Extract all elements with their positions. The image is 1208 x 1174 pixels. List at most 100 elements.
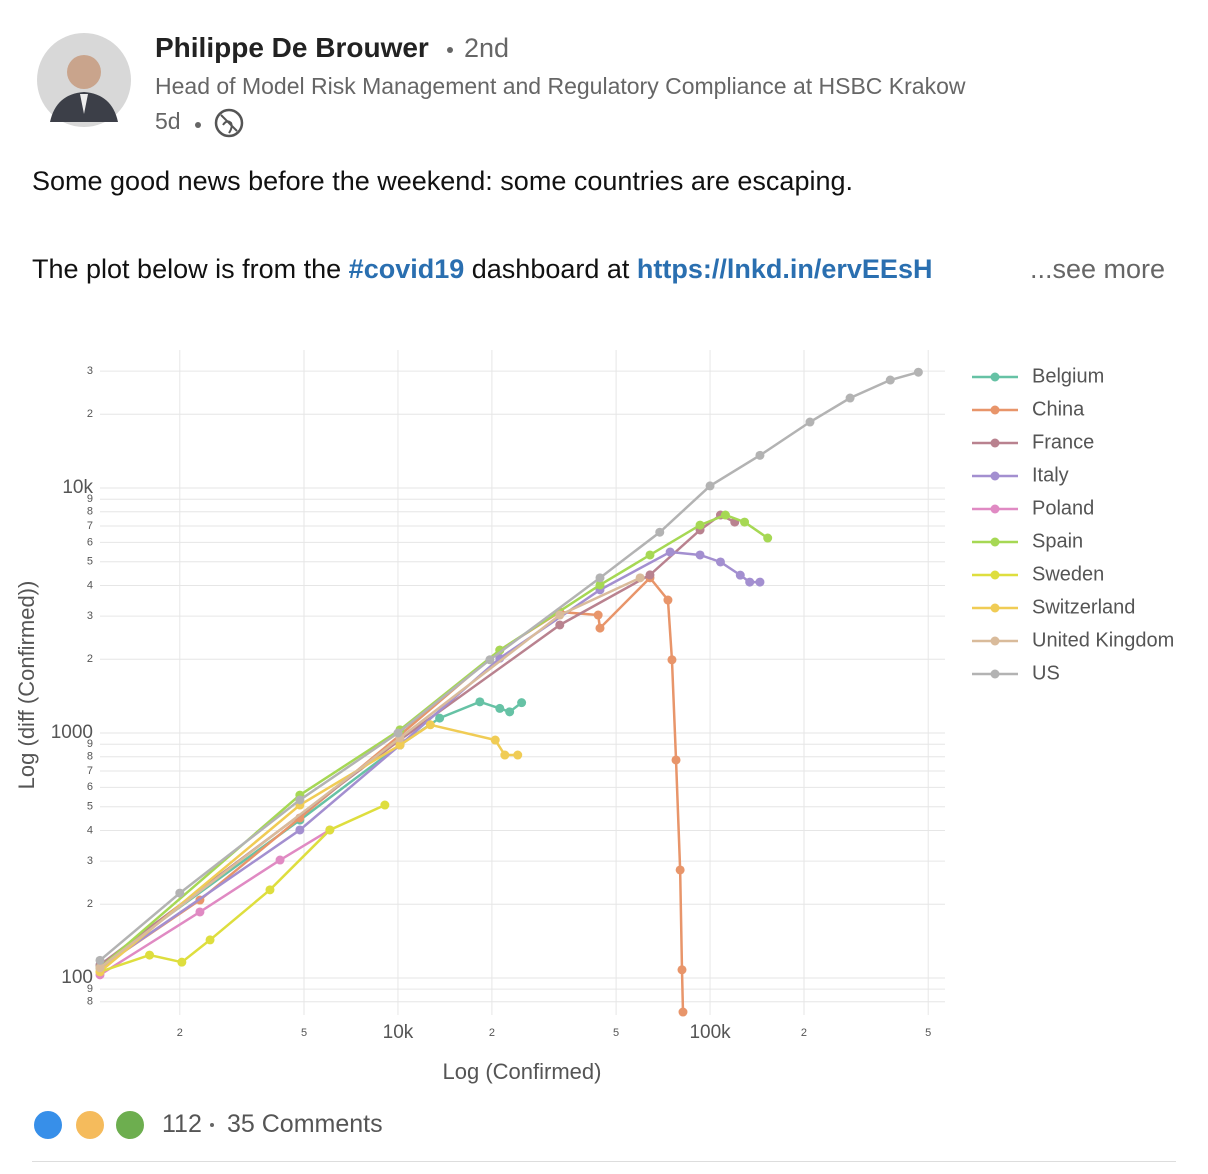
legend-marker	[990, 603, 1000, 613]
legend-label: United Kingdom	[1032, 629, 1174, 651]
y-tick-label: 9	[87, 493, 93, 505]
y-tick-label: 6	[87, 536, 93, 548]
legend-label: Switzerland	[1032, 596, 1135, 618]
legend-marker	[990, 504, 1000, 514]
separator	[210, 1123, 214, 1127]
x-tick-label: 5	[613, 1027, 619, 1039]
legend-marker	[990, 438, 1000, 448]
data-point	[885, 375, 895, 385]
separator	[195, 122, 201, 128]
data-point	[671, 755, 681, 765]
data-point	[490, 735, 500, 745]
y-tick-label: 3	[87, 855, 93, 867]
comment-count[interactable]: 35 Comments	[227, 1110, 383, 1138]
hashtag[interactable]: #covid19	[348, 254, 465, 284]
divider	[32, 1161, 1176, 1162]
data-point	[517, 698, 527, 708]
data-point	[295, 795, 305, 805]
y-tick-label: 7	[87, 765, 93, 777]
author-headline: Head of Model Risk Management and Regula…	[155, 73, 966, 99]
x-tick-label: 10k	[383, 1022, 414, 1043]
data-point	[393, 728, 403, 738]
y-tick-label: 8	[87, 996, 93, 1008]
data-point	[745, 577, 755, 587]
series-line	[99, 513, 769, 969]
text: dashboard at	[471, 254, 630, 284]
data-point	[505, 707, 515, 717]
reaction-icons[interactable]	[32, 1106, 152, 1146]
x-axis-title: Log (Confirmed)	[443, 1059, 602, 1084]
separator	[447, 47, 453, 53]
data-point	[595, 580, 605, 590]
data-point	[205, 935, 215, 945]
post-text: Some good news before the weekend: some …	[32, 166, 853, 196]
data-point	[95, 955, 105, 965]
legend-label: Italy	[1032, 464, 1069, 486]
series-line	[99, 550, 760, 969]
avatar[interactable]	[36, 32, 132, 128]
legend-marker	[990, 570, 1000, 580]
series-line	[99, 576, 641, 969]
author-name[interactable]: Philippe De Brouwer	[155, 32, 429, 63]
legend-label: Spain	[1032, 530, 1083, 552]
legend-marker	[990, 405, 1000, 415]
data-point	[145, 950, 155, 960]
x-tick-label: 2	[177, 1027, 183, 1039]
data-point	[665, 547, 675, 557]
data-point	[435, 713, 445, 723]
data-point	[913, 367, 923, 377]
legend-marker	[990, 471, 1000, 481]
data-point	[595, 573, 605, 583]
chart: Log (Confirmed) Log (diff (Confirmed)) 2…	[14, 350, 1174, 1084]
data-point	[265, 885, 275, 895]
legend-label: China	[1032, 398, 1085, 420]
data-point	[495, 645, 505, 655]
y-axis-title: Log (diff (Confirmed))	[14, 581, 39, 790]
y-tick-label: 6	[87, 781, 93, 793]
legend-marker	[990, 669, 1000, 679]
x-tick-label: 5	[925, 1027, 931, 1039]
link[interactable]: https://lnkd.in/ervEEsH	[636, 254, 933, 284]
y-tick-label: 3	[87, 610, 93, 622]
data-point	[513, 750, 523, 760]
data-point	[667, 655, 677, 665]
data-point	[763, 533, 773, 543]
legend-marker	[990, 636, 1000, 646]
y-tick-label: 10k	[62, 477, 93, 498]
legend-marker	[990, 372, 1000, 382]
data-point	[678, 1007, 688, 1017]
y-tick-label: 2	[87, 408, 93, 420]
reaction-count[interactable]: 112	[162, 1110, 202, 1138]
series-line	[99, 828, 331, 976]
data-point	[195, 907, 205, 917]
y-tick-label: 7	[87, 520, 93, 532]
y-tick-label: 2	[87, 653, 93, 665]
data-point	[177, 957, 187, 967]
connection-degree: 2nd	[464, 33, 510, 63]
y-tick-label: 9	[87, 738, 93, 750]
data-point	[295, 825, 305, 835]
post-text: The plot below is from the #covid19 dash…	[32, 254, 932, 285]
data-point	[655, 527, 665, 537]
data-point	[555, 620, 565, 630]
y-tick-label: 100	[61, 967, 93, 988]
data-point	[805, 417, 815, 427]
data-point	[425, 720, 435, 730]
y-tick-label: 5	[87, 556, 93, 568]
data-point	[695, 520, 705, 530]
data-point	[755, 450, 765, 460]
y-tick-label: 9	[87, 983, 93, 995]
legend-label: Belgium	[1032, 365, 1104, 387]
data-point	[275, 855, 285, 865]
data-point	[705, 481, 715, 491]
data-point	[677, 965, 687, 975]
x-tick-label: 100k	[689, 1022, 731, 1043]
data-point	[380, 800, 390, 810]
data-point	[555, 610, 565, 620]
legend-label: Sweden	[1032, 563, 1104, 585]
y-tick-label: 1000	[51, 722, 93, 743]
see-more[interactable]: ...see more	[1030, 254, 1166, 285]
data-point	[663, 595, 673, 605]
y-tick-label: 8	[87, 751, 93, 763]
legend-label: Poland	[1032, 497, 1094, 519]
